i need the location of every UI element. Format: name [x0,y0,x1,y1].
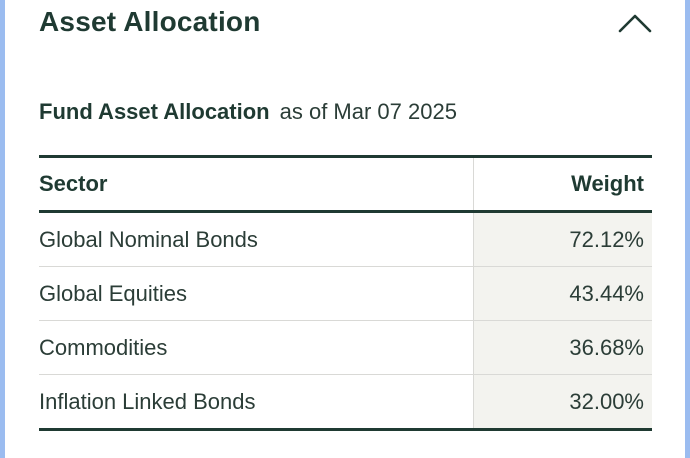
weight-column-header: Weight [472,156,652,212]
as-of-date: as of Mar 07 2025 [279,99,457,124]
page-edge-left [0,0,5,458]
table-header-row: Sector Weight [39,156,652,212]
weight-cell: 32.00% [472,374,652,430]
section-header[interactable]: Asset Allocation [5,0,685,52]
weight-cell: 43.44% [472,266,652,321]
allocation-table: Sector Weight Global Nominal Bonds 72.12… [39,155,652,431]
sector-cell: Commodities [39,334,168,360]
asset-allocation-panel: Asset Allocation Fund Asset Allocation as… [5,0,685,458]
table-row: Global Equities 43.44% [39,266,652,321]
collapse-button[interactable] [613,4,657,42]
table-row: Inflation Linked Bonds 32.00% [39,374,652,430]
chevron-up-icon [618,14,652,33]
page-edge-right [685,0,690,458]
section-title: Asset Allocation [39,6,261,37]
sector-cell: Global Equities [39,280,187,306]
allocation-subheader: Fund Asset Allocation as of Mar 07 2025 [39,98,457,126]
fund-allocation-label: Fund Asset Allocation [39,99,270,124]
table-row: Global Nominal Bonds 72.12% [39,211,652,267]
weight-cell: 36.68% [472,320,652,375]
sector-column-header: Sector [39,171,108,196]
sector-cell: Inflation Linked Bonds [39,388,256,414]
sector-cell: Global Nominal Bonds [39,226,258,252]
table-row: Commodities 36.68% [39,320,652,375]
weight-cell: 72.12% [472,211,652,267]
